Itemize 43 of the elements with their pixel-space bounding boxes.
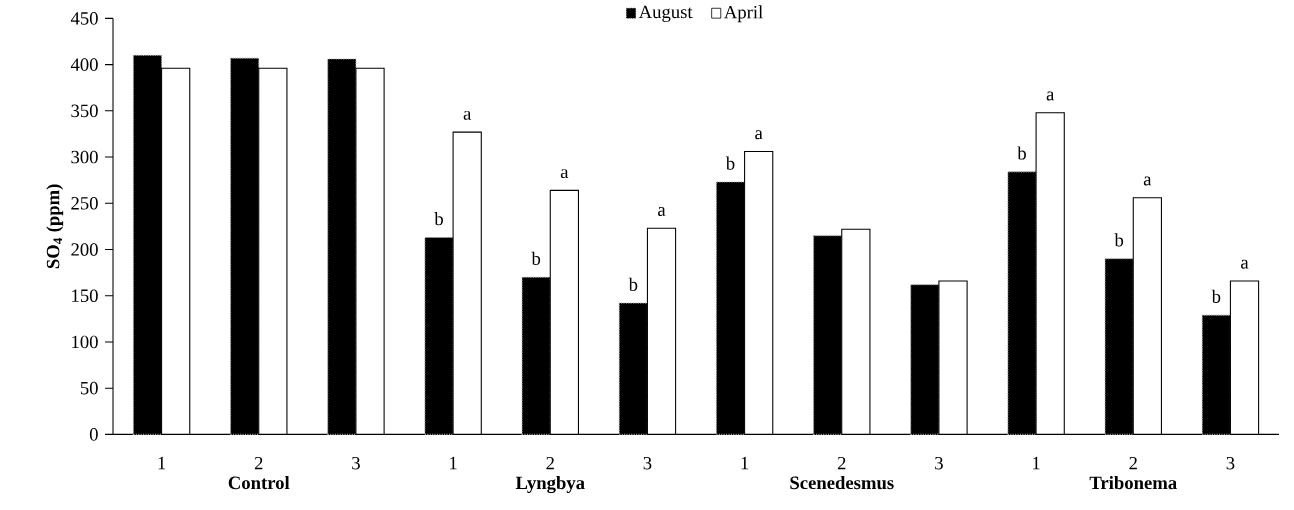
y-tick-label: 150 — [72, 289, 98, 302]
y-tick-label: 450 — [70, 11, 98, 25]
legend-label: April — [724, 5, 763, 23]
text: Tribonema — [1089, 475, 1177, 489]
data-label: b — [1211, 289, 1221, 303]
data-label: b — [1114, 233, 1124, 247]
x-tick-label: 3 — [643, 456, 652, 470]
y-tick-label: 50 — [80, 381, 98, 395]
x-tick-label: 1 — [1033, 456, 1040, 470]
y-tick-label: 400 — [70, 58, 98, 71]
data-label: b — [1017, 146, 1026, 160]
data-label: a — [1046, 91, 1055, 101]
x-tick-label: 2 — [546, 456, 554, 470]
x-tick-label: 3 — [352, 456, 360, 470]
y-tick-label: 250 — [71, 196, 98, 210]
data-label: a — [1143, 176, 1152, 186]
data-label: b — [725, 156, 735, 170]
data-label: a — [1241, 259, 1249, 269]
y-tick-label: 200 — [71, 243, 98, 256]
legend-label: August — [638, 5, 693, 22]
x-tick-label: 3 — [935, 456, 943, 470]
y-tick-label: 350 — [71, 104, 98, 117]
y-tick-label: 0 — [89, 427, 98, 441]
x-tick-label: 1 — [741, 456, 749, 470]
y-tick-label: 100 — [72, 335, 98, 349]
x-tick-label: 1 — [450, 456, 457, 470]
data-label: a — [463, 110, 472, 120]
x-tick-label: 1 — [158, 456, 166, 470]
x-tick-label: 2 — [254, 456, 263, 470]
y-tick-label: 300 — [71, 150, 98, 164]
text: Control — [228, 475, 290, 489]
data-label: a — [658, 206, 666, 216]
text: Scenedesmus — [790, 475, 894, 489]
data-label: b — [531, 251, 541, 265]
x-tick-label: 2 — [1129, 456, 1137, 470]
data-label: b — [628, 277, 638, 291]
y-axis-title: SO$_{4}$ (ppm) — [46, 184, 64, 268]
data-label: b — [434, 211, 443, 226]
x-tick-label: 2 — [837, 456, 846, 470]
text: Lyngbya — [515, 475, 585, 493]
data-label: a — [755, 130, 763, 140]
x-tick-label: 3 — [1226, 456, 1235, 470]
data-label: a — [560, 168, 569, 178]
